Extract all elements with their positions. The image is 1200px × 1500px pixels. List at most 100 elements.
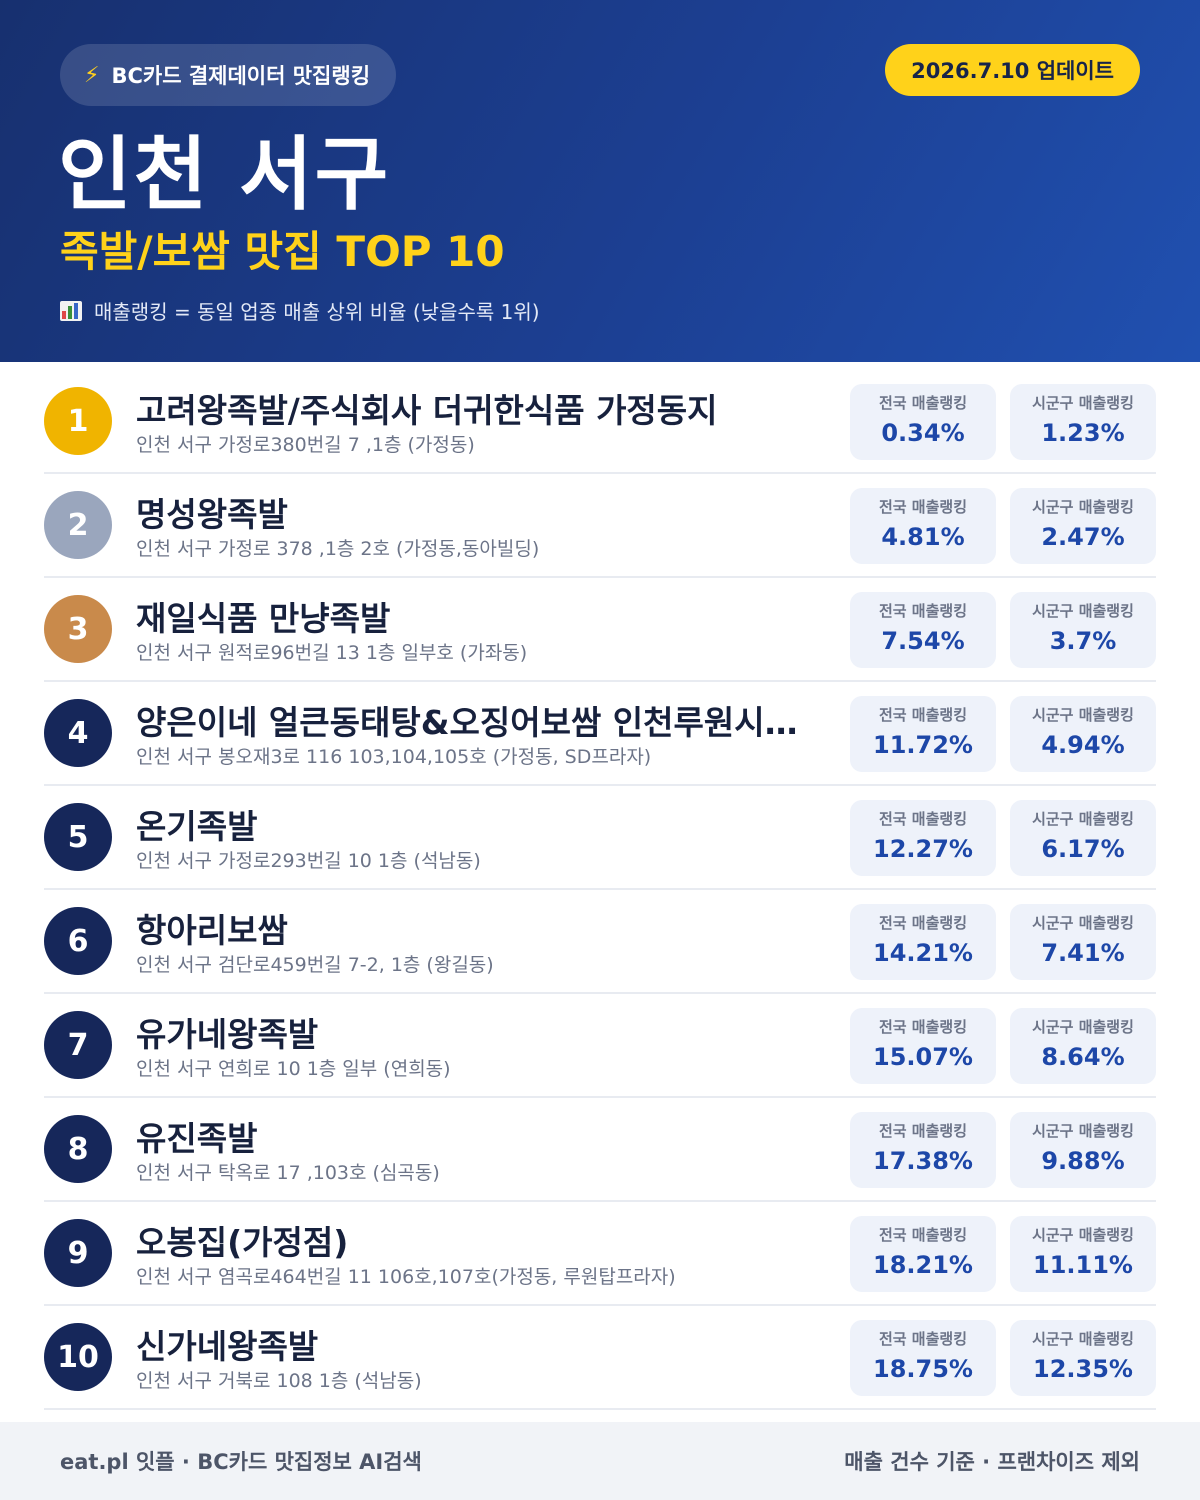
national-rank-card: 전국 매출랭킹 0.34% — [850, 384, 996, 460]
rank-badge: 5 — [44, 803, 112, 871]
list-item[interactable]: 5 온기족발 인천 서구 가정로293번길 10 1층 (석남동) 전국 매출랭킹 12… — [44, 786, 1156, 890]
restaurant-address: 인천 서구 탁옥로 17 ,103호 (심곡동) — [136, 1162, 440, 1184]
list-item[interactable]: 1 고려왕족발/주식회사 더귀한식품 가정동지 인천 서구 가정로380번길 7 ,… — [44, 370, 1156, 474]
rank-badge: 8 — [44, 1115, 112, 1183]
local-rank-card: 시군구 매출랭킹 3.7% — [1010, 592, 1156, 668]
national-rank-value: 18.75% — [873, 1355, 973, 1383]
national-rank-label: 전국 매출랭킹 — [878, 706, 968, 724]
restaurant-name[interactable]: 명성왕족발 — [136, 495, 288, 534]
local-rank-label: 시군구 매출랭킹 — [1032, 394, 1134, 412]
national-rank-label: 전국 매출랭킹 — [878, 1226, 968, 1244]
rank-badge: 10 — [44, 1323, 112, 1391]
local-rank-card: 시군구 매출랭킹 2.47% — [1010, 488, 1156, 564]
brand-label: BC카드 결제데이터 맛집랭킹 — [111, 64, 371, 88]
national-rank-label: 전국 매출랭킹 — [878, 602, 968, 620]
restaurant-name[interactable]: 양은이네 얼큰동태탕&오징어보쌈 인천루원시… — [136, 703, 798, 742]
rank-badge: 2 — [44, 491, 112, 559]
rank-badge: 4 — [44, 699, 112, 767]
lightning-icon: ⚡ — [84, 62, 100, 88]
national-rank-label: 전국 매출랭킹 — [878, 1330, 968, 1348]
local-rank-label: 시군구 매출랭킹 — [1032, 810, 1134, 828]
national-rank-label: 전국 매출랭킹 — [878, 498, 968, 516]
national-rank-card: 전국 매출랭킹 11.72% — [850, 696, 996, 772]
ranking-note-text: 매출랭킹 = 동일 업종 매출 상위 비율 (낮을수록 1위) — [94, 300, 540, 324]
restaurant-name[interactable]: 신가네왕족발 — [136, 1327, 319, 1366]
national-rank-card: 전국 매출랭킹 12.27% — [850, 800, 996, 876]
local-rank-value: 12.35% — [1033, 1355, 1133, 1383]
local-rank-label: 시군구 매출랭킹 — [1032, 706, 1134, 724]
local-rank-value: 4.94% — [1041, 731, 1125, 759]
local-rank-label: 시군구 매출랭킹 — [1032, 1226, 1134, 1244]
header-banner: ⚡ BC카드 결제데이터 맛집랭킹 2026.7.10 업데이트 인천 서구 족… — [0, 0, 1200, 362]
list-item[interactable]: 4 양은이네 얼큰동태탕&오징어보쌈 인천루원시… 인천 서구 봉오재3로 116 … — [44, 682, 1156, 786]
national-rank-value: 0.34% — [881, 419, 965, 447]
local-rank-card: 시군구 매출랭킹 4.94% — [1010, 696, 1156, 772]
national-rank-value: 15.07% — [873, 1043, 973, 1071]
local-rank-value: 9.88% — [1041, 1147, 1125, 1175]
local-rank-label: 시군구 매출랭킹 — [1032, 602, 1134, 620]
national-rank-card: 전국 매출랭킹 18.21% — [850, 1216, 996, 1292]
list-item[interactable]: 7 유가네왕족발 인천 서구 연희로 10 1층 일부 (연희동) 전국 매출랭킹 15… — [44, 994, 1156, 1098]
local-rank-card: 시군구 매출랭킹 6.17% — [1010, 800, 1156, 876]
footer: eat.pl 잇플 · BC카드 맛집정보 AI검색 매출 건수 기준 · 프랜… — [0, 1422, 1200, 1500]
ranking-list: 1 고려왕족발/주식회사 더귀한식품 가정동지 인천 서구 가정로380번길 7 ,… — [44, 370, 1156, 1410]
national-rank-value: 17.38% — [873, 1147, 973, 1175]
bar-chart-icon — [60, 300, 82, 321]
restaurant-name[interactable]: 유가네왕족발 — [136, 1015, 319, 1054]
national-rank-value: 4.81% — [881, 523, 965, 551]
rank-badge: 1 — [44, 387, 112, 455]
rank-badge: 6 — [44, 907, 112, 975]
brand-pill: ⚡ BC카드 결제데이터 맛집랭킹 — [60, 44, 397, 106]
local-rank-value: 6.17% — [1041, 835, 1125, 863]
restaurant-address: 인천 서구 검단로459번길 7-2, 1층 (왕길동) — [136, 954, 494, 976]
national-rank-card: 전국 매출랭킹 17.38% — [850, 1112, 996, 1188]
page-title: 인천 서구 — [58, 128, 391, 221]
national-rank-label: 전국 매출랭킹 — [878, 1122, 968, 1140]
footer-source: eat.pl 잇플 · BC카드 맛집정보 AI검색 — [60, 1450, 422, 1474]
national-rank-value: 11.72% — [873, 731, 973, 759]
restaurant-name[interactable]: 항아리보쌈 — [136, 911, 288, 950]
national-rank-label: 전국 매출랭킹 — [878, 394, 968, 412]
local-rank-value: 3.7% — [1049, 627, 1117, 655]
national-rank-value: 12.27% — [873, 835, 973, 863]
local-rank-value: 7.41% — [1041, 939, 1125, 967]
local-rank-card: 시군구 매출랭킹 12.35% — [1010, 1320, 1156, 1396]
national-rank-label: 전국 매출랭킹 — [878, 1018, 968, 1036]
local-rank-label: 시군구 매출랭킹 — [1032, 1122, 1134, 1140]
national-rank-label: 전국 매출랭킹 — [878, 914, 968, 932]
restaurant-address: 인천 서구 가정로 378 ,1층 2호 (가정동,동아빌딩) — [136, 538, 540, 560]
national-rank-card: 전국 매출랭킹 4.81% — [850, 488, 996, 564]
national-rank-card: 전국 매출랭킹 7.54% — [850, 592, 996, 668]
local-rank-value: 2.47% — [1041, 523, 1125, 551]
rank-badge: 9 — [44, 1219, 112, 1287]
update-badge: 2026.7.10 업데이트 — [885, 44, 1140, 96]
national-rank-card: 전국 매출랭킹 18.75% — [850, 1320, 996, 1396]
restaurant-address: 인천 서구 원적로96번길 13 1층 일부호 (가좌동) — [136, 642, 528, 664]
local-rank-card: 시군구 매출랭킹 9.88% — [1010, 1112, 1156, 1188]
restaurant-name[interactable]: 재일식품 만냥족발 — [136, 599, 391, 638]
ranking-note: 매출랭킹 = 동일 업종 매출 상위 비율 (낮을수록 1위) — [60, 296, 540, 325]
national-rank-value: 18.21% — [873, 1251, 973, 1279]
category-title: 족발/보쌈 맛집 TOP 10 — [60, 227, 505, 276]
national-rank-label: 전국 매출랭킹 — [878, 810, 968, 828]
local-rank-card: 시군구 매출랭킹 1.23% — [1010, 384, 1156, 460]
national-rank-card: 전국 매출랭킹 14.21% — [850, 904, 996, 980]
list-item[interactable]: 3 재일식품 만냥족발 인천 서구 원적로96번길 13 1층 일부호 (가좌동) 전… — [44, 578, 1156, 682]
local-rank-label: 시군구 매출랭킹 — [1032, 1330, 1134, 1348]
restaurant-name[interactable]: 온기족발 — [136, 807, 258, 846]
local-rank-label: 시군구 매출랭킹 — [1032, 914, 1134, 932]
national-rank-value: 14.21% — [873, 939, 973, 967]
local-rank-label: 시군구 매출랭킹 — [1032, 1018, 1134, 1036]
restaurant-name[interactable]: 유진족발 — [136, 1119, 258, 1158]
national-rank-card: 전국 매출랭킹 15.07% — [850, 1008, 996, 1084]
list-item[interactable]: 10 신가네왕족발 인천 서구 거북로 108 1층 (석남동) 전국 매출랭킹 18.… — [44, 1306, 1156, 1410]
list-item[interactable]: 9 오봉집(가정점) 인천 서구 염곡로464번길 11 106호,107호(가정동… — [44, 1202, 1156, 1306]
rank-badge: 7 — [44, 1011, 112, 1079]
restaurant-name[interactable]: 오봉집(가정점) — [136, 1223, 349, 1262]
local-rank-card: 시군구 매출랭킹 7.41% — [1010, 904, 1156, 980]
restaurant-name[interactable]: 고려왕족발/주식회사 더귀한식품 가정동지 — [136, 391, 718, 430]
national-rank-value: 7.54% — [881, 627, 965, 655]
